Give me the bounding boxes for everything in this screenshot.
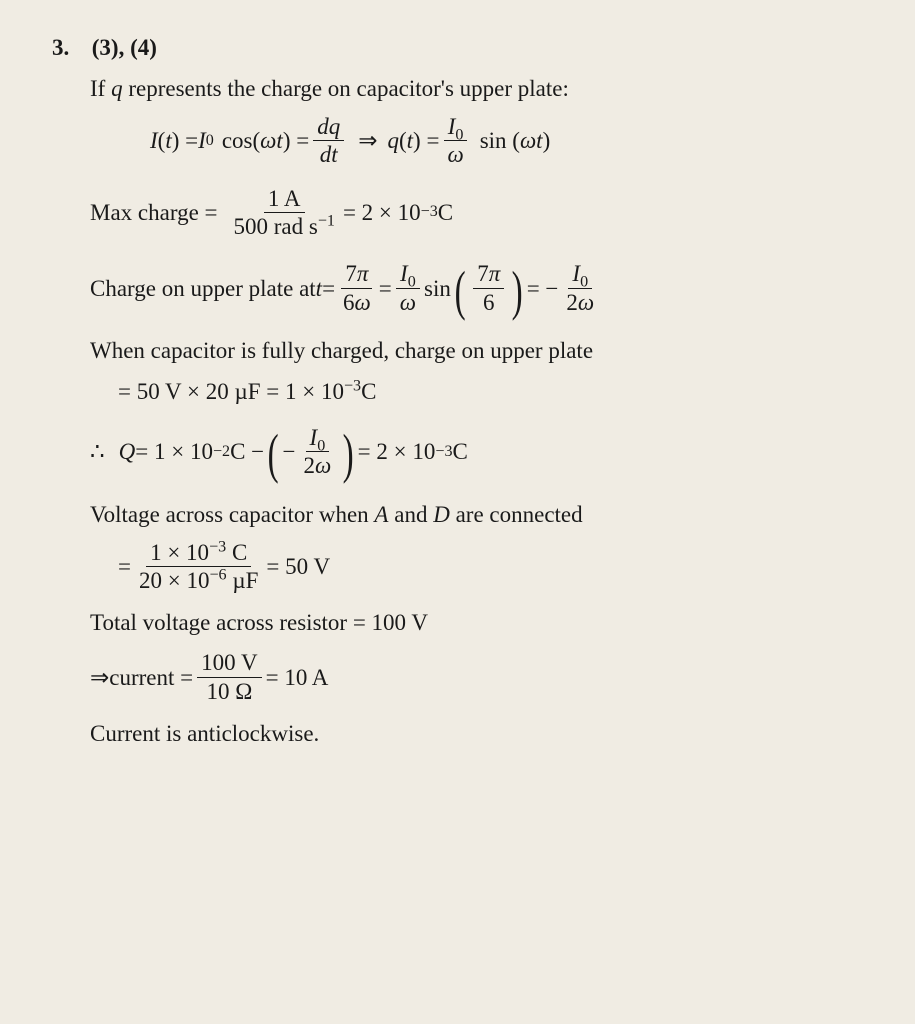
max-charge-line: Max charge = 1 A 500 rad s−1 = 2 × 10−3 … xyxy=(90,186,875,240)
direction-line: Current is anticlockwise. xyxy=(90,718,875,749)
answer-choices: (3), (4) xyxy=(92,35,157,60)
voltage-resistor-line: Total voltage across resistor = 100 V xyxy=(90,607,875,638)
fully-charged-calc: = 50 V × 20 µF = 1 × 10−3C xyxy=(118,376,875,407)
question-number: 3. xyxy=(52,32,86,63)
charge-at-time-line: Charge on upper plate at t = 7π 6ω = I0 … xyxy=(90,261,875,315)
equation-current-charge: I(t) = I0 cos(ωt) = dq dt ⇒ q(t) = I0 ω … xyxy=(150,114,875,168)
q-equation-line: ∴ Q = 1 × 10−2 C − ( − I0 2ω ) = 2 × 10−… xyxy=(90,425,875,479)
solution-block: 3. (3), (4) If q represents the charge o… xyxy=(52,32,875,749)
current-line: ⇒ current = 100 V 10 Ω = 10 A xyxy=(90,650,875,704)
intro-text: If q represents the charge on capacitor'… xyxy=(90,73,875,104)
solution-body: If q represents the charge on capacitor'… xyxy=(90,73,875,749)
fully-charged-text: When capacitor is fully charged, charge … xyxy=(90,335,875,366)
voltage-cap-text: Voltage across capacitor when A and D ar… xyxy=(90,499,875,530)
voltage-cap-calc: = 1 × 10−3 C 20 × 10−6 µF = 50 V xyxy=(118,540,875,594)
